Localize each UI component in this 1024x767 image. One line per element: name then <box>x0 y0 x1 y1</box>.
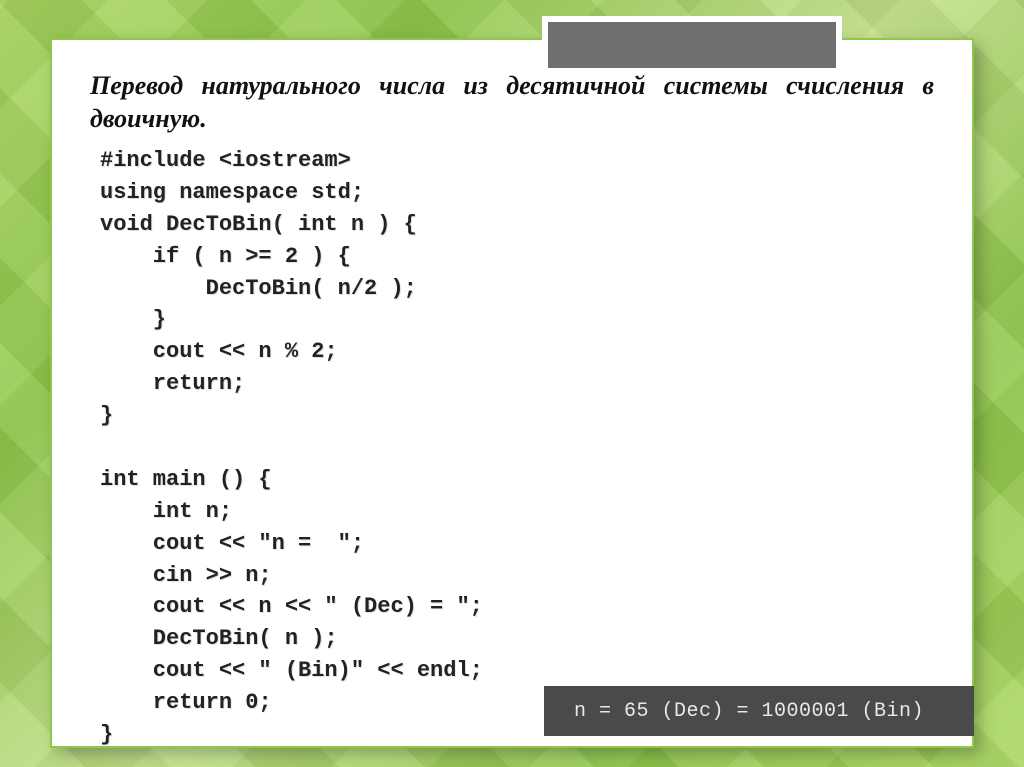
accent-box <box>542 16 842 74</box>
slide-frame: Перевод натурального числа из десятичной… <box>50 38 974 748</box>
program-output: n = 65 (Dec) = 1000001 (Bin) <box>544 686 974 736</box>
slide-title: Перевод натурального числа из десятичной… <box>90 70 934 135</box>
code-block: #include <iostream> using namespace std;… <box>90 145 934 751</box>
